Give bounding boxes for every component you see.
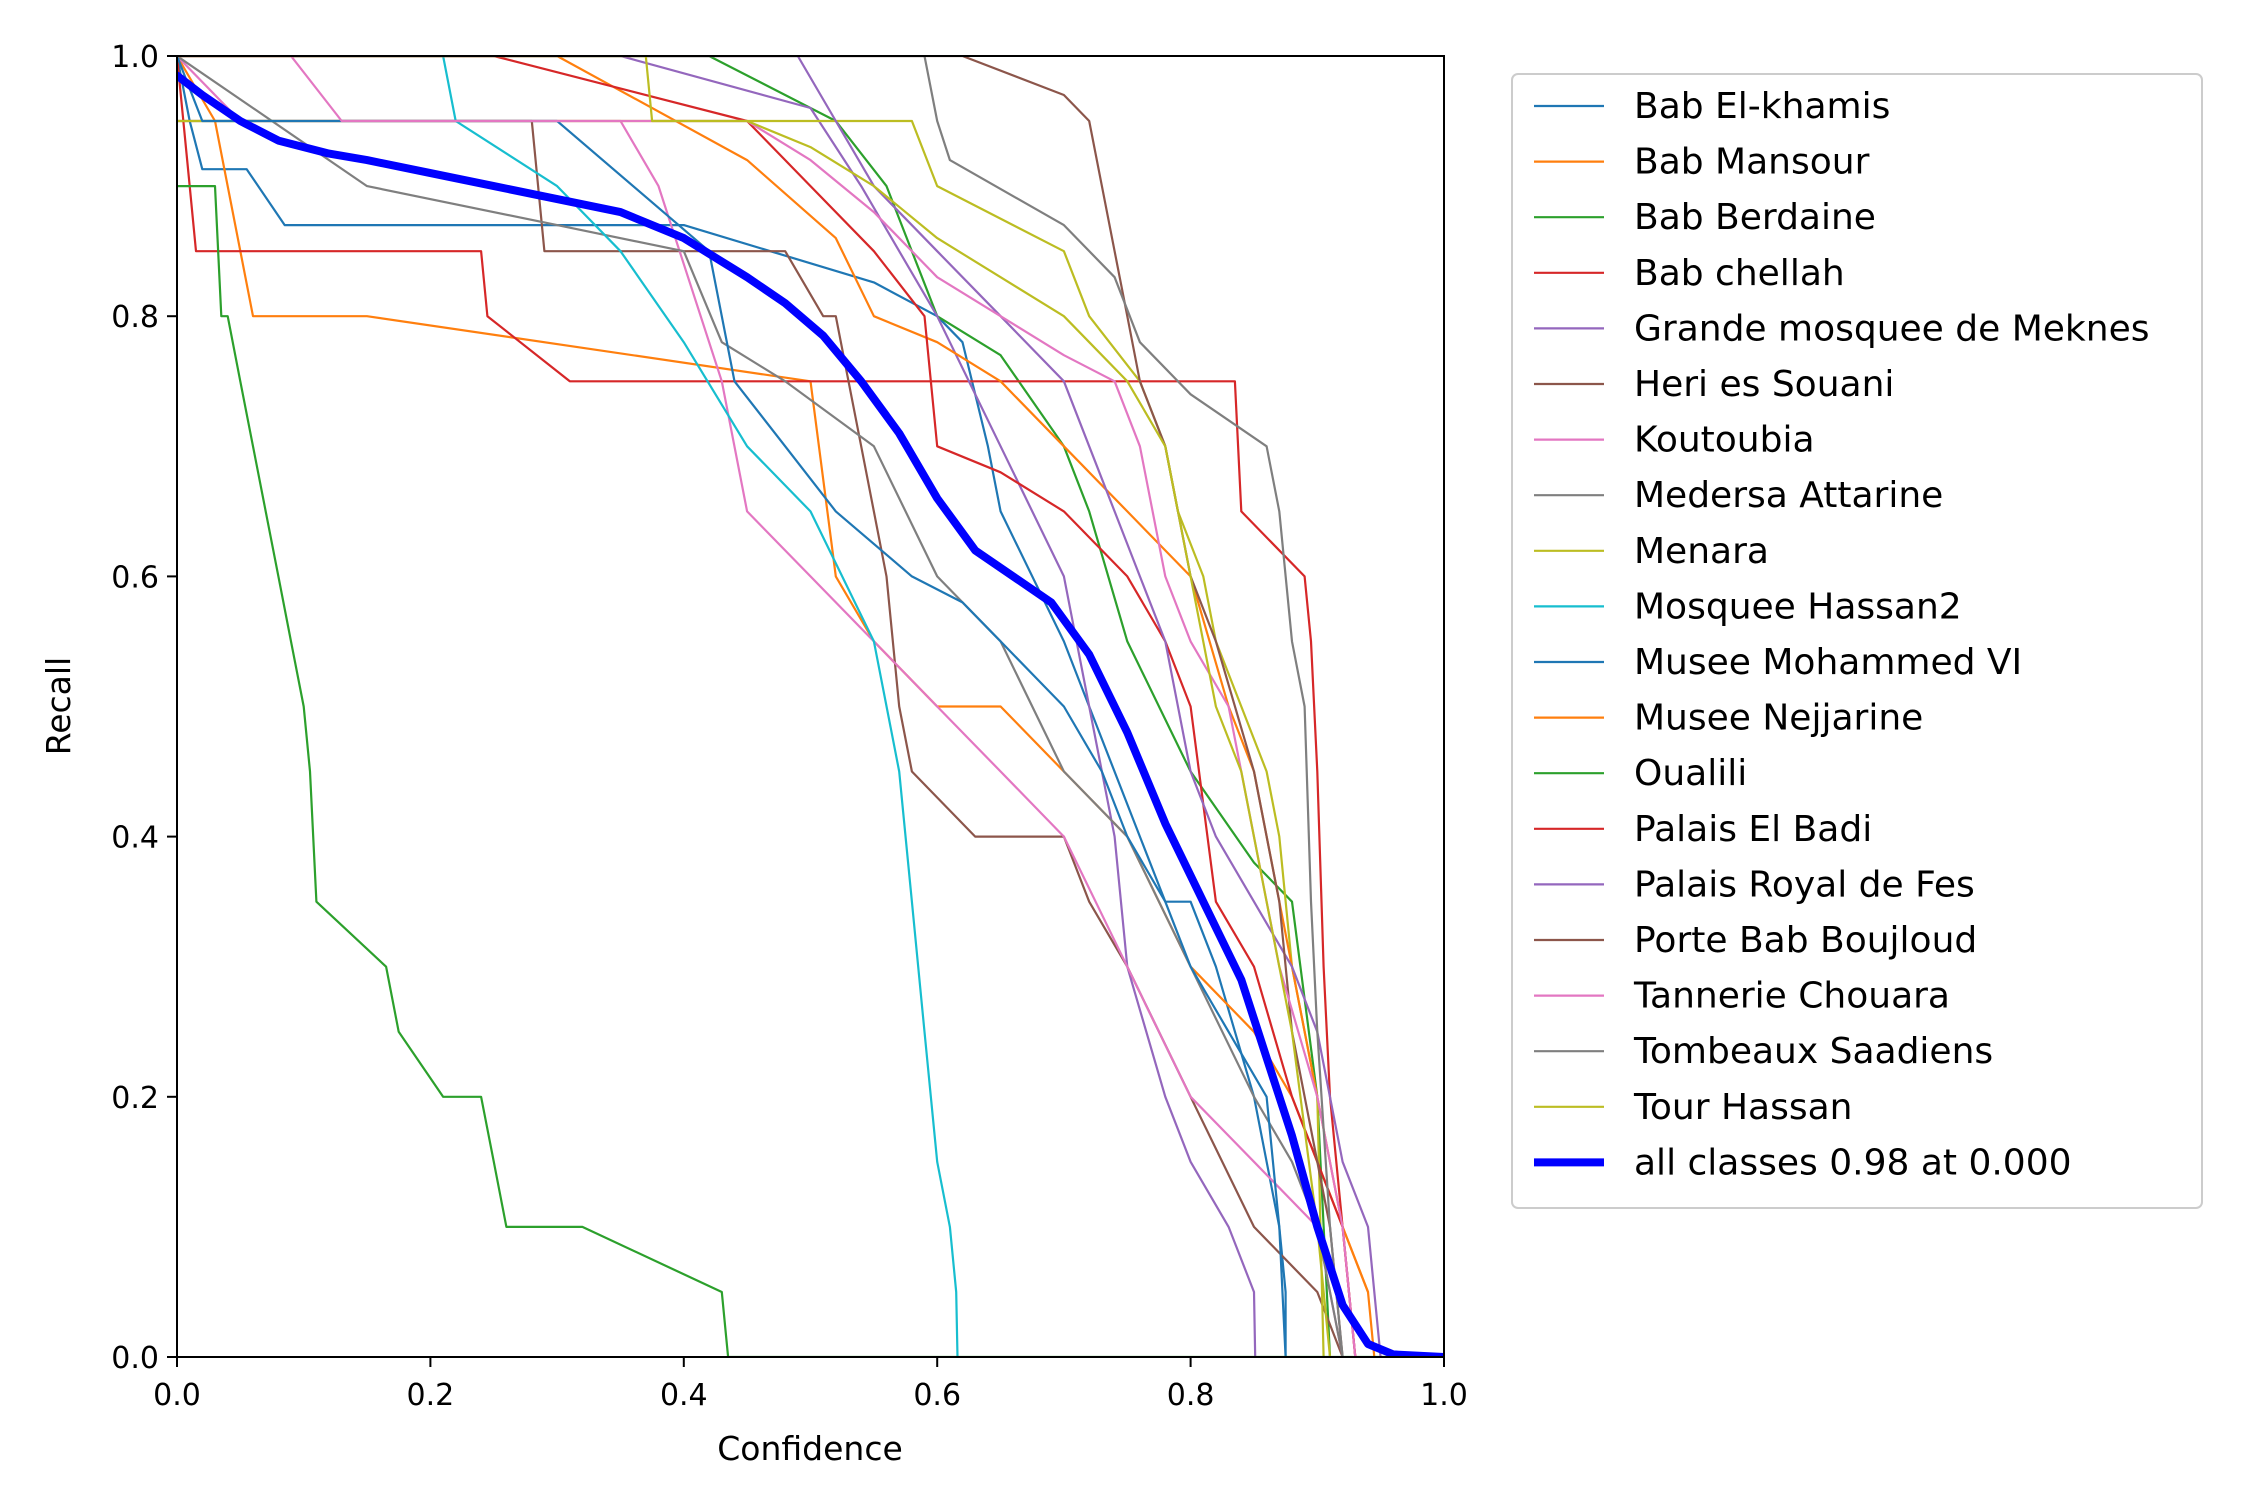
legend-box xyxy=(1511,73,2203,1209)
series-line-17 xyxy=(177,56,1344,1357)
x-axis-label: Confidence xyxy=(717,1429,903,1468)
series-line-10 xyxy=(177,56,1287,1357)
y-tick-label: 1.0 xyxy=(111,40,159,75)
legend-label-11: Musee Nejjarine xyxy=(1634,698,1923,739)
series-line-12 xyxy=(177,185,1444,1357)
plot-frame xyxy=(176,55,1445,1358)
legend-label-12: Oualili xyxy=(1634,753,1747,794)
legend-label-9: Mosquee Hassan2 xyxy=(1634,586,1962,627)
axis-layer: 0.0 0.2 0.4 0.6 0.8 1.0 0.0 0.2 0.4 0.6 0.8 1.0 xyxy=(111,40,1468,1413)
series-line-5 xyxy=(177,119,1344,1357)
legend-label-18: Tour Hassan xyxy=(1633,1087,1852,1128)
x-tick-label: 0.0 xyxy=(153,1378,201,1413)
legend-label-14: Palais Royal de Fes xyxy=(1634,864,1975,905)
legend-label-13: Palais El Badi xyxy=(1634,809,1872,850)
y-tick-label: 0.2 xyxy=(111,1081,159,1116)
series-line-4 xyxy=(177,56,1257,1357)
y-tick-label: 0.8 xyxy=(111,300,159,335)
x-tick-label: 1.0 xyxy=(1420,1378,1468,1413)
legend-label-0: Bab El-khamis xyxy=(1634,86,1890,127)
x-tick-label: 0.6 xyxy=(913,1378,961,1413)
series-layer xyxy=(177,56,1444,1357)
legend: Bab El-khamis Bab Mansour Bab Berdaine Bab … xyxy=(1511,73,2203,1209)
series-line-13 xyxy=(177,56,1357,1357)
series-line-3 xyxy=(177,56,1357,1357)
legend-label-2: Bab Berdaine xyxy=(1634,197,1876,238)
x-tick-label: 0.4 xyxy=(660,1378,708,1413)
x-tick-label: 0.2 xyxy=(407,1378,455,1413)
y-tick-label: 0.6 xyxy=(111,560,159,595)
legend-label-10: Musee Mohammed VI xyxy=(1634,642,2022,683)
legend-label-19: all classes 0.98 at 0.000 xyxy=(1634,1142,2072,1183)
series-line-19 xyxy=(177,71,1444,1357)
legend-label-1: Bab Mansour xyxy=(1634,142,1870,183)
series-line-9 xyxy=(177,56,959,1357)
legend-label-16: Tannerie Chouara xyxy=(1633,976,1950,1017)
legend-label-3: Bab chellah xyxy=(1634,253,1845,294)
series-line-6 xyxy=(177,56,1344,1357)
y-axis-label: Recall xyxy=(39,657,78,755)
legend-label-15: Porte Bab Boujloud xyxy=(1634,920,1977,961)
y-tick-label: 0.4 xyxy=(111,821,159,856)
x-tick-label: 0.8 xyxy=(1167,1378,1215,1413)
series-line-18 xyxy=(177,56,1332,1357)
legend-label-4: Grande mosquee de Meknes xyxy=(1634,308,2150,349)
y-tick-label: 0.0 xyxy=(111,1341,159,1376)
legend-label-17: Tombeaux Saadiens xyxy=(1633,1031,1993,1072)
legend-label-5: Heri es Souani xyxy=(1634,364,1894,405)
legend-label-7: Medersa Attarine xyxy=(1634,475,1943,516)
legend-label-8: Menara xyxy=(1634,531,1769,572)
legend-label-6: Koutoubia xyxy=(1634,420,1815,461)
